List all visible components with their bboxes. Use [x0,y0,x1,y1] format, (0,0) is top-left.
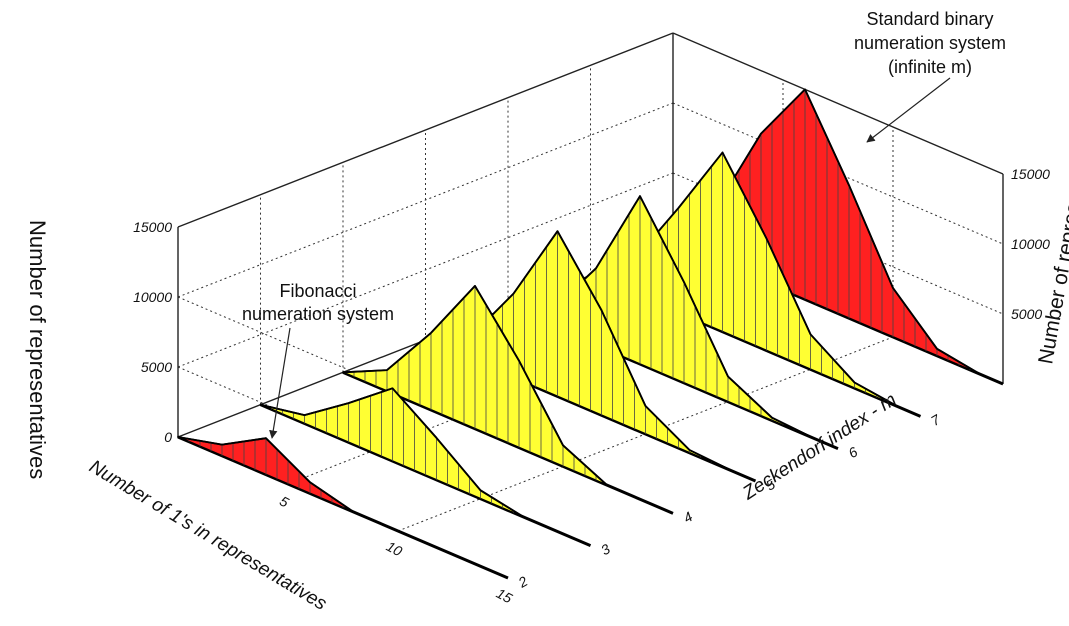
z-right-tick-label: 5000 [1011,306,1042,322]
annotation-fibonacci-line1: Fibonacci [279,281,356,301]
series-m-3 [259,387,592,548]
grid-line [177,102,674,298]
grid-line [177,172,674,368]
annotation-binary-line3: (infinite m) [888,57,972,77]
x-axis-ticks: 5 10 15 [277,493,515,607]
annotation-binary-line2: numeration system [854,33,1006,53]
annotation-standard-binary: Standard binary numeration system (infin… [854,9,1006,143]
depth-tick-label: 6 [846,443,861,461]
z-right-tick-label: 15000 [1011,166,1050,182]
annotation-binary-arrow [866,77,951,143]
frame-edge [177,32,674,228]
annotation-fibonacci-line2: numeration system [242,304,394,324]
z-axis-right-ticks: 5000 10000 15000 [1011,166,1050,322]
z-axis-left-label: Number of representatives [25,220,50,479]
x-tick-label: 5 [277,493,292,511]
depth-axis-label: Zeckendorf index - m [738,389,900,504]
annotation-binary-line1: Standard binary [866,9,993,29]
z-left-tick-label: 5000 [141,359,172,375]
depth-tick-label: 3 [598,540,613,558]
annotation-fibonacci-arrow [269,327,291,439]
x-tick-label: 10 [384,538,405,560]
z-right-tick-label: 10000 [1011,236,1050,252]
series-curve [177,436,355,513]
depth-tick-label: 2 [515,573,531,591]
annotation-fibonacci: Fibonacci numeration system [242,281,394,439]
x-tick-label: 15 [494,585,515,607]
series-curve [342,284,652,505]
z-left-tick-label: 0 [164,429,172,445]
z-left-tick-label: 15000 [133,219,172,235]
ridgeline-series [177,88,1004,580]
frame-edge [672,32,1004,175]
series-curve [260,387,525,519]
series-m-2 [177,435,509,580]
depth-tick-label: 7 [928,411,944,429]
depth-tick-label: 4 [681,508,696,526]
z-axis-left-ticks: 0 5000 10000 15000 [133,219,172,445]
z-left-tick-label: 10000 [133,289,172,305]
